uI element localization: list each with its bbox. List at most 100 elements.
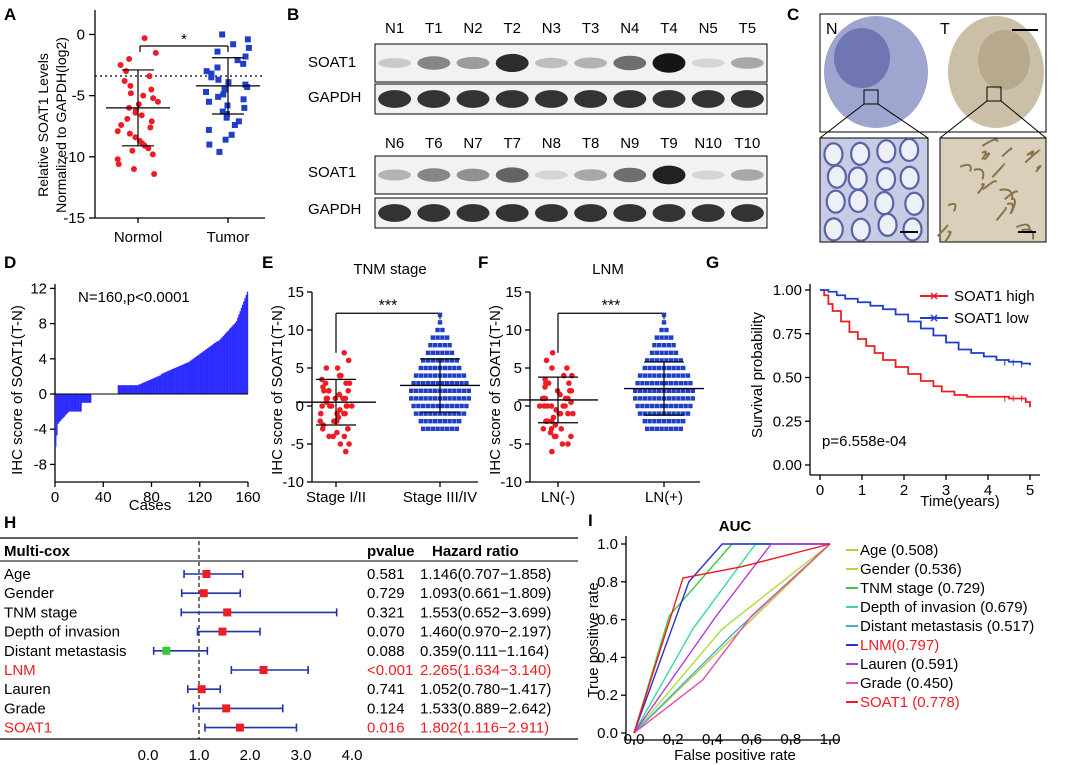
panel-letter-b: B — [287, 5, 299, 24]
e-ylabel: IHC score of SOAT1(T-N) — [269, 305, 286, 475]
e-point-red — [343, 403, 350, 409]
f-point-blue — [654, 335, 659, 340]
h-row-hr: 2.265(1.634−3.140) — [420, 662, 551, 679]
a-point-normol — [126, 130, 133, 137]
b-lane-label: T8 — [582, 135, 600, 152]
e-point-blue — [452, 411, 457, 416]
f-point-blue — [645, 426, 650, 431]
f-point-blue — [652, 411, 657, 416]
c-tumor-texture — [936, 138, 1042, 243]
c-tumor-fiber — [1021, 228, 1035, 240]
d-bar — [215, 342, 217, 394]
h-header-multicox: Multi-cox — [4, 543, 70, 560]
d-bar — [147, 380, 150, 394]
d-bar — [121, 385, 123, 394]
e-point-blue — [452, 373, 457, 378]
d-xtick-label: 0 — [51, 489, 59, 506]
g-legend-cross-high-b — [930, 292, 938, 300]
a-point-normol — [126, 55, 133, 62]
f-point-blue — [661, 320, 667, 325]
b-band-gapdh — [574, 90, 608, 108]
c-gland — [823, 217, 844, 242]
e-point-blue — [449, 350, 455, 355]
h-row-hr: 1.460(0.970−2.197) — [420, 624, 551, 641]
c-tumor-fiber — [1035, 164, 1042, 173]
e-point-red — [340, 395, 346, 402]
f-point-blue — [678, 426, 683, 431]
d-bar — [123, 385, 126, 394]
d-ylabel: IHC score of SOAT1(T-N) — [9, 305, 26, 475]
d-bar — [126, 385, 128, 394]
d-annotation: N=160,p<0.0001 — [78, 289, 190, 306]
b-gapdh-label-top: GAPDH — [308, 89, 361, 106]
e-point-blue — [428, 396, 433, 401]
f-point-blue — [678, 381, 683, 386]
f-point-red — [565, 410, 571, 417]
d-xtick-label: 80 — [143, 489, 160, 506]
i-legend-label: LNM(0.797) — [860, 637, 939, 654]
d-bar — [231, 326, 233, 394]
panel-letter-d: D — [4, 253, 16, 272]
f-point-blue — [664, 381, 669, 386]
c-tissue-normal-dark — [834, 28, 890, 88]
d-bar — [204, 350, 206, 394]
d-bar — [243, 301, 245, 394]
d-bar — [129, 385, 132, 394]
h-row-pvalue: 0.321 — [367, 604, 405, 621]
f-point-blue — [647, 419, 652, 424]
f-point-red — [566, 380, 572, 387]
e-point-blue — [447, 343, 452, 348]
c-tumor-fiber — [977, 182, 985, 195]
a-point-normol — [149, 151, 156, 158]
f-point-blue — [657, 419, 662, 424]
b-lane-label: T5 — [739, 20, 757, 37]
b-band-gapdh — [456, 204, 490, 222]
b-lane-label: N7 — [463, 135, 482, 152]
e-point-blue — [423, 396, 428, 401]
e-point-blue — [411, 403, 416, 409]
e-point-blue — [425, 358, 431, 363]
f-point-blue — [683, 381, 688, 386]
f-point-blue — [642, 365, 647, 371]
f-point-blue — [661, 419, 667, 424]
d-bar — [241, 304, 244, 394]
d-bar — [173, 368, 175, 394]
b-bands — [378, 53, 764, 222]
c-tumor-fiber — [1026, 150, 1035, 157]
a-point-tumor — [234, 57, 241, 64]
e-point-blue — [464, 403, 469, 409]
e-point-blue — [421, 403, 426, 409]
e-point-blue — [423, 373, 428, 378]
d-bar — [211, 344, 214, 394]
e-point-blue — [423, 365, 428, 371]
e-point-blue — [409, 388, 414, 393]
e-point-blue — [461, 411, 467, 416]
e-point-blue — [433, 388, 438, 393]
b-lane-label: T4 — [660, 20, 678, 37]
h-row-name: Lauren — [4, 681, 51, 698]
f-point-red — [552, 433, 559, 440]
h-row-name: TNM stage — [4, 604, 77, 621]
f-point-red — [568, 433, 574, 440]
e-point-blue — [440, 381, 445, 386]
a-point-normol — [151, 170, 158, 177]
b-lane-label: T9 — [660, 135, 678, 152]
d-bar — [191, 359, 193, 394]
f-point-red — [541, 403, 547, 409]
b-band-soat1 — [534, 57, 568, 69]
g-legend-cross-low-b — [930, 314, 938, 322]
e-title: TNM stage — [353, 261, 426, 278]
f-point-blue — [645, 403, 650, 409]
c-zoom-box-t — [986, 86, 1002, 102]
b-band-soat1 — [417, 56, 451, 70]
d-ytick-label: 4 — [39, 351, 47, 368]
f-point-blue — [652, 396, 657, 401]
a-ylabel-line1: Relative SOAT1 Levels — [35, 53, 51, 197]
b-lane-labels-top: N1 T1 N2 T2 N3 T3 N4 T4 N5 T5 — [385, 20, 756, 37]
a-point-tumor — [244, 36, 251, 43]
e-point-blue — [452, 419, 457, 424]
f-point-blue — [673, 403, 679, 409]
h-row-name: Gender — [4, 585, 54, 602]
f-point-blue — [671, 419, 676, 424]
d-bar — [162, 373, 164, 394]
